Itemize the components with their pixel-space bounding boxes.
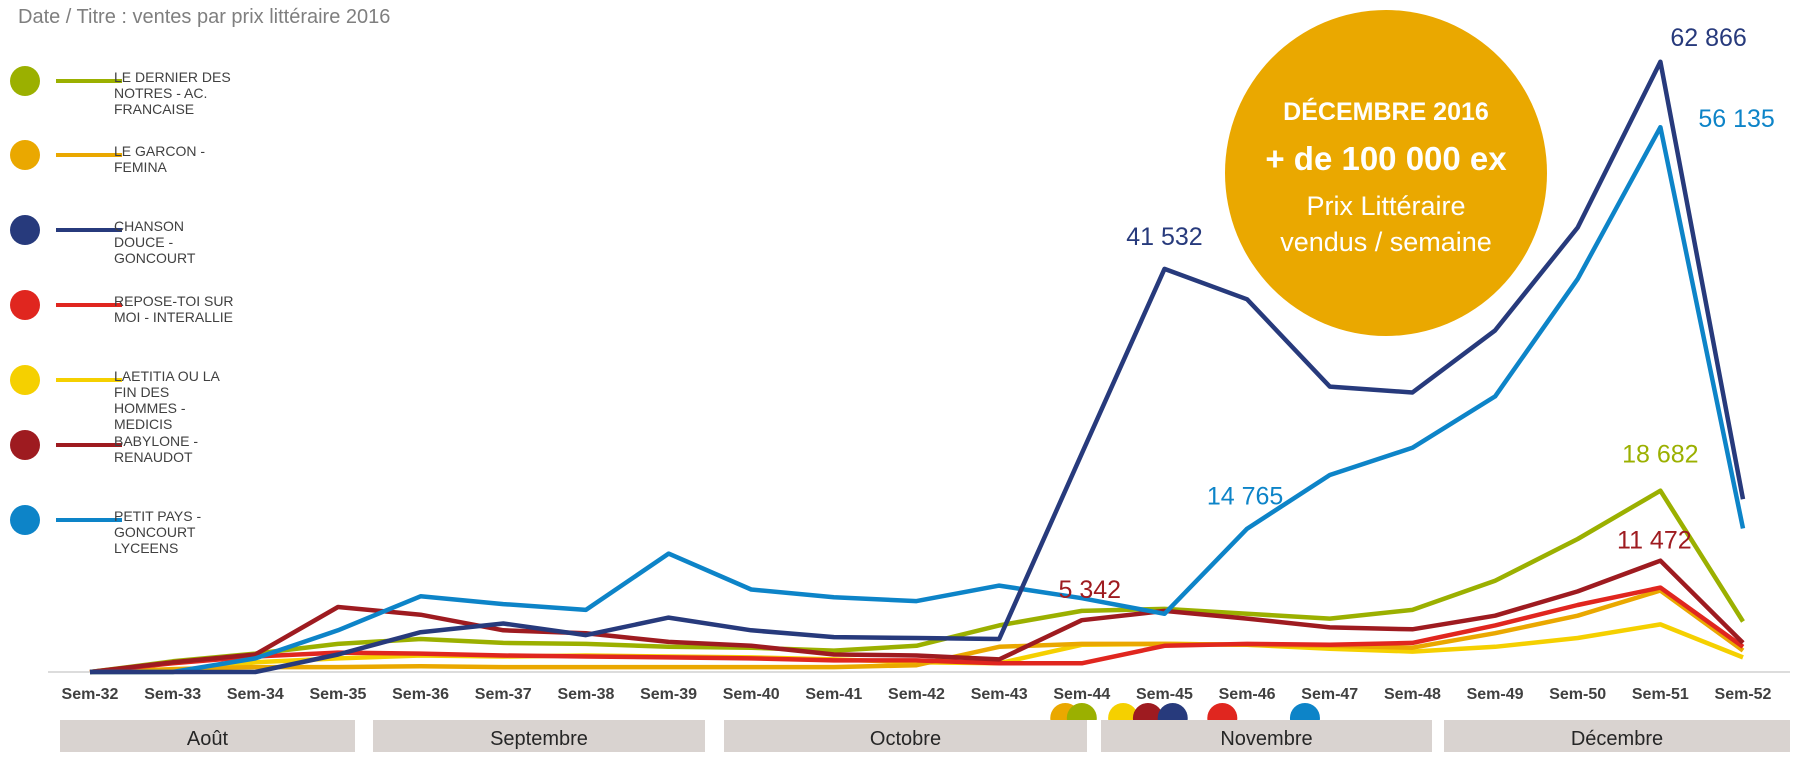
x-tick-label: Sem-34 [227, 686, 284, 703]
series-line [90, 124, 1746, 675]
legend-label: REPOSE-TOI SUR MOI - INTERALLIE [114, 293, 234, 325]
marker-dot [1108, 703, 1139, 720]
series-line [89, 585, 1745, 675]
legend-dot [10, 140, 40, 170]
x-tick-label: Sem-49 [1467, 686, 1524, 703]
legend-label: PETIT PAYS - GONCOURT LYCEENS [114, 508, 202, 556]
x-tick-label: Sem-50 [1549, 686, 1606, 703]
x-tick-label: Sem-35 [309, 686, 366, 703]
x-tick-label: Sem-38 [557, 686, 614, 703]
legend-dot [10, 365, 40, 395]
legend-line [56, 153, 122, 157]
x-tick-label: Sem-45 [1136, 686, 1193, 703]
x-tick-label: Sem-51 [1632, 686, 1689, 703]
callout-line-3: Prix Littéraire vendus / semaine [1225, 188, 1547, 260]
data-label: 11 472 [1617, 527, 1692, 555]
marker-dot [1157, 703, 1188, 720]
x-tick-label: Sem-41 [805, 686, 862, 703]
marker-dot [1066, 703, 1097, 720]
legend-dot [10, 215, 40, 245]
x-tick-label: Sem-44 [1053, 686, 1110, 703]
month-band: Août [60, 720, 355, 752]
data-label: 56 135 [1698, 105, 1774, 133]
series-line [89, 488, 1745, 675]
x-tick-label: Sem-46 [1219, 686, 1276, 703]
data-label: 14 765 [1207, 483, 1283, 511]
legend-line [56, 518, 122, 522]
x-tick-label: Sem-32 [62, 686, 119, 703]
marker-dot [1207, 703, 1238, 720]
legend-dot [10, 430, 40, 460]
x-tick-label: Sem-48 [1384, 686, 1441, 703]
x-tick-label: Sem-36 [392, 686, 449, 703]
data-label: 5 342 [1059, 576, 1122, 604]
legend-label: LE GARCON - FEMINA [114, 143, 206, 175]
callout-circle: DÉCEMBRE 2016 + de 100 000 ex Prix Litté… [1225, 10, 1547, 336]
x-tick-label: Sem-42 [888, 686, 945, 703]
legend-line [56, 443, 122, 447]
legend-label: BABYLONE - RENAUDOT [114, 433, 199, 465]
legend-line [56, 303, 122, 307]
callout-line-3b: vendus / semaine [1280, 227, 1492, 257]
data-label: 18 682 [1622, 441, 1698, 469]
callout-line-1: DÉCEMBRE 2016 [1283, 98, 1489, 126]
legend-dot [10, 66, 40, 96]
callout-line-3a: Prix Littéraire [1306, 191, 1466, 221]
data-label: 62 866 [1670, 24, 1746, 52]
marker-dot [1132, 703, 1163, 720]
series-line [89, 588, 1745, 675]
line-chart: Sem-32 Sem-33 Sem-34 Sem-35 Sem-36 Sem-37 Sem-… [48, 24, 1790, 720]
chart-title: Date / Titre : ventes par prix littérair… [18, 6, 391, 28]
legend-line [56, 228, 122, 232]
legend-line [56, 378, 122, 382]
month-band: Décembre [1444, 720, 1790, 752]
x-tick-label: Sem-43 [971, 686, 1028, 703]
x-tick-label: Sem-47 [1301, 686, 1358, 703]
callout-line-2: + de 100 000 ex [1265, 140, 1507, 177]
legend-dot [10, 290, 40, 320]
x-tick-label: Sem-52 [1715, 686, 1772, 703]
legend-label: LAETITIA OU LA FIN DES HOMMES - MEDICIS [114, 368, 220, 432]
marker-dot [1289, 703, 1320, 720]
legend-label: LE DERNIER DES NOTRES - AC. FRANCAISE [114, 69, 231, 117]
series-line [90, 59, 1746, 675]
x-tick-label: Sem-40 [723, 686, 780, 703]
legend-label: CHANSON DOUCE - GONCOURT [114, 218, 196, 266]
month-band: Septembre [373, 720, 705, 752]
x-tick-label: Sem-39 [640, 686, 697, 703]
legend-line [56, 79, 122, 83]
month-band: Octobre [724, 720, 1087, 752]
legend-dot [10, 505, 40, 535]
month-band: Novembre [1101, 720, 1432, 752]
data-label: 41 532 [1126, 223, 1202, 251]
series-line [89, 558, 1745, 675]
x-tick-label: Sem-37 [475, 686, 532, 703]
x-tick-label: Sem-33 [144, 686, 201, 703]
